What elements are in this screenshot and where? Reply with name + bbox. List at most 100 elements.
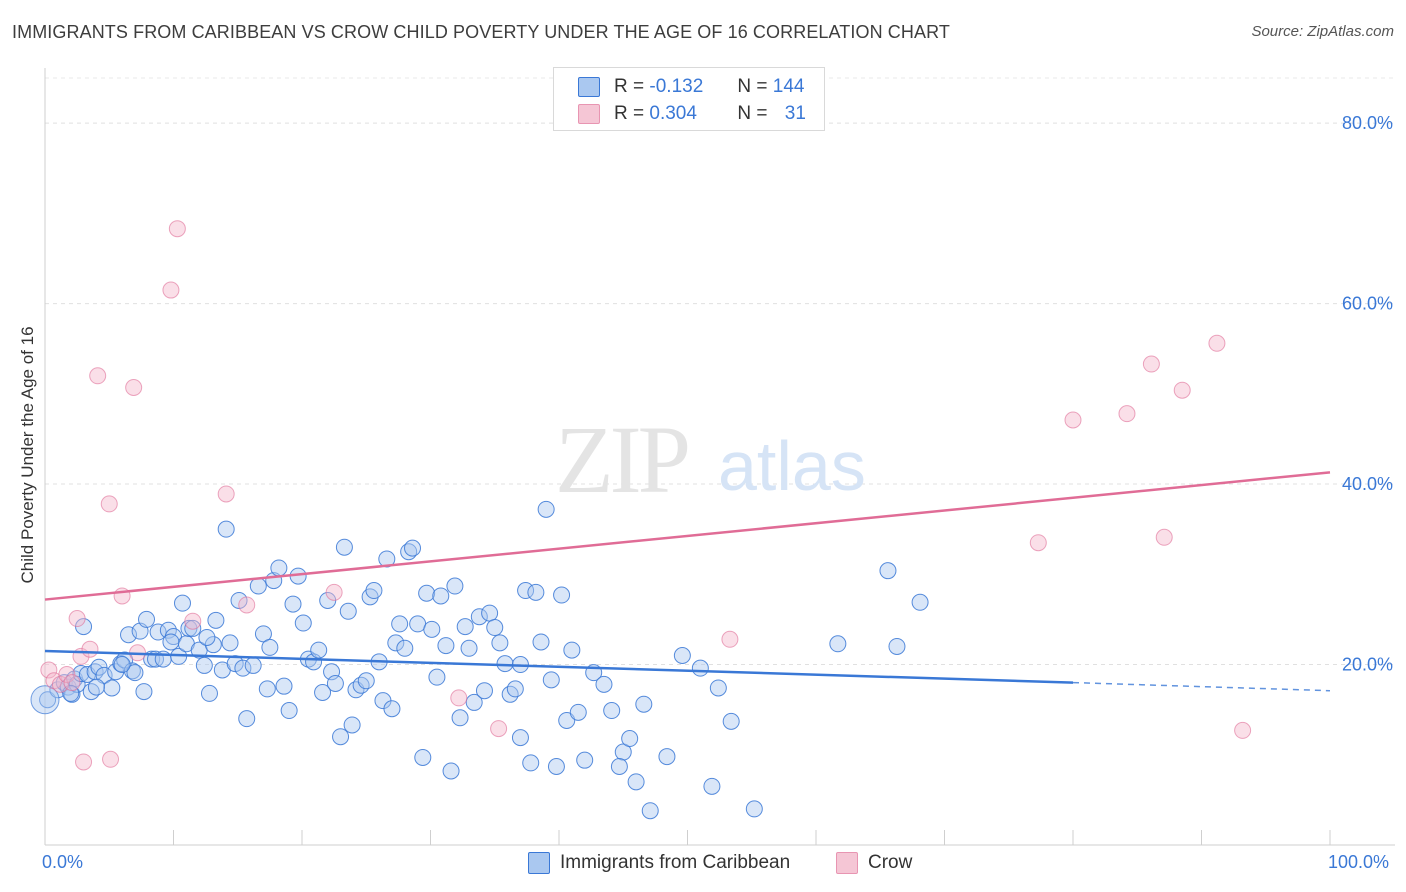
data-point-caribbean — [470, 608, 488, 626]
data-point-caribbean — [261, 638, 279, 656]
data-point-caribbean — [522, 754, 540, 772]
data-point-caribbean — [595, 675, 613, 693]
data-point-caribbean — [280, 702, 298, 720]
legend-swatch-crow — [578, 104, 600, 124]
y-axis-label: Child Poverty Under the Age of 16 — [18, 326, 37, 584]
data-point-caribbean — [527, 583, 545, 601]
x-tick-label-min: 0.0% — [42, 852, 84, 872]
data-point-caribbean — [888, 637, 906, 655]
data-point-caribbean — [335, 538, 353, 556]
data-point-caribbean — [703, 777, 721, 795]
data-point-crow — [1234, 721, 1252, 739]
data-point-crow — [490, 720, 508, 738]
data-point-caribbean — [460, 639, 478, 657]
data-point-caribbean — [641, 802, 659, 820]
series-swatch-crow — [836, 852, 858, 874]
data-point-caribbean-large — [30, 685, 60, 715]
data-point-caribbean — [691, 659, 709, 677]
data-point-crow — [217, 485, 235, 503]
data-point-caribbean — [198, 628, 216, 646]
data-point-caribbean — [113, 656, 131, 674]
legend-row-crow: R = 0.304 N = 31 — [578, 102, 806, 126]
data-point-crow — [68, 610, 86, 628]
data-point-caribbean — [238, 710, 256, 728]
data-point-caribbean — [275, 677, 293, 695]
series-legend: Immigrants from Caribbean Crow — [0, 852, 1406, 876]
data-point-caribbean — [506, 680, 524, 698]
data-point-caribbean — [537, 500, 555, 518]
data-point-caribbean — [365, 582, 383, 600]
data-point-caribbean — [39, 691, 57, 709]
data-point-caribbean — [496, 655, 514, 673]
watermark: ZIP atlas — [555, 406, 866, 513]
data-point-caribbean — [284, 595, 302, 613]
data-point-caribbean — [270, 559, 288, 577]
series-legend-caribbean: Immigrants from Caribbean — [528, 852, 790, 874]
data-point-caribbean — [343, 716, 361, 734]
data-point-caribbean — [437, 637, 455, 655]
legend-swatch-caribbean — [578, 77, 600, 97]
data-point-caribbean — [610, 757, 628, 775]
data-point-crow — [89, 367, 107, 385]
data-point-caribbean — [184, 619, 202, 637]
data-point-caribbean — [673, 647, 691, 665]
series-crow — [40, 220, 1252, 771]
source-label: Source: ZipAtlas.com — [1251, 23, 1394, 40]
trend-line-caribbean — [44, 649, 1074, 684]
data-point-caribbean — [173, 594, 191, 612]
data-point-caribbean — [486, 619, 504, 637]
data-point-crow — [168, 220, 186, 238]
data-point-caribbean — [418, 584, 436, 602]
data-point-caribbean — [569, 703, 587, 721]
data-point-crow — [450, 689, 468, 707]
data-point-caribbean — [326, 674, 344, 692]
data-point-caribbean — [82, 683, 100, 701]
legend-n-label: N = — [737, 76, 768, 97]
watermark-zip: ZIP — [555, 406, 688, 513]
data-point-caribbean — [383, 700, 401, 718]
data-point-crow — [40, 661, 58, 679]
data-point-caribbean — [621, 730, 639, 748]
data-point-caribbean — [72, 665, 90, 683]
legend-r-value-caribbean: -0.132 — [649, 76, 704, 97]
data-point-caribbean — [829, 635, 847, 653]
data-point-caribbean — [542, 671, 560, 689]
data-point-caribbean — [221, 634, 239, 652]
legend-n-value-crow: 31 — [784, 103, 806, 124]
data-point-caribbean — [90, 658, 108, 676]
data-point-caribbean — [107, 663, 125, 681]
data-point-caribbean — [258, 680, 276, 698]
data-point-caribbean — [475, 682, 493, 700]
data-point-crow — [1029, 534, 1047, 552]
data-point-caribbean — [310, 641, 328, 659]
x-tick-label-max: 100.0% — [1328, 852, 1390, 872]
data-point-caribbean — [709, 679, 727, 697]
data-point-crow — [1118, 405, 1136, 423]
trend-line-caribbean-extension — [1072, 681, 1331, 692]
data-point-caribbean — [423, 620, 441, 638]
legend-row-caribbean: R = -0.132 N = 144 — [578, 75, 804, 99]
data-point-caribbean — [511, 729, 529, 747]
series-legend-caribbean-label: Immigrants from Caribbean — [560, 852, 791, 873]
data-point-caribbean — [722, 712, 740, 730]
data-point-caribbean — [87, 678, 105, 696]
data-point-crow — [238, 596, 256, 614]
series-caribbean — [30, 500, 929, 820]
data-point-caribbean — [658, 748, 676, 766]
data-point-caribbean — [314, 684, 332, 702]
data-point-crow — [125, 379, 143, 397]
y-tick-label: 60.0% — [1342, 294, 1393, 314]
series-legend-crow: Crow — [836, 852, 912, 874]
stats-legend: R = -0.132 N = 144 R = 0.304 N = 31 — [553, 67, 825, 131]
data-point-caribbean — [517, 582, 535, 600]
data-point-caribbean — [135, 683, 153, 701]
data-point-caribbean — [138, 610, 156, 628]
data-point-caribbean — [432, 587, 450, 605]
data-point-caribbean — [558, 711, 576, 729]
legend-r-label: R = — [614, 76, 645, 97]
data-point-caribbean — [123, 662, 141, 680]
data-point-caribbean — [294, 614, 312, 632]
data-point-crow — [184, 612, 202, 630]
data-point-caribbean — [442, 762, 460, 780]
